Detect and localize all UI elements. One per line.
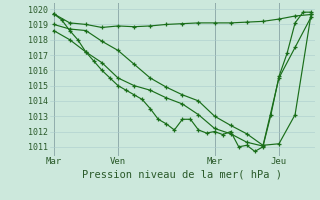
X-axis label: Pression niveau de la mer( hPa ): Pression niveau de la mer( hPa ) [82, 169, 282, 179]
